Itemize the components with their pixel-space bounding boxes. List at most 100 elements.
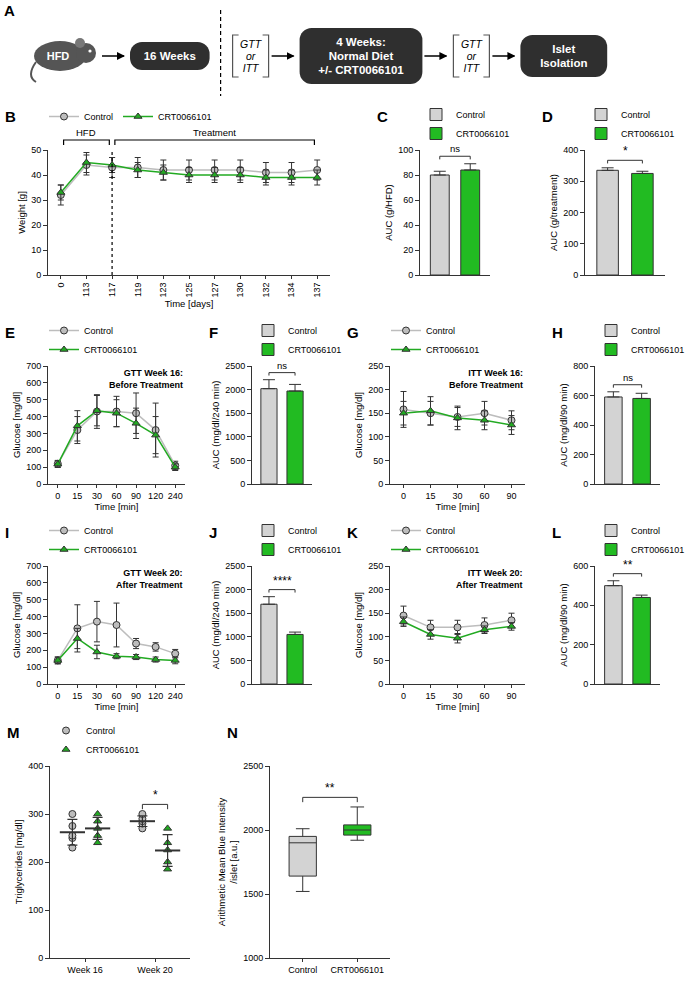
svg-text:200: 200 (368, 585, 383, 595)
svg-text:123: 123 (158, 283, 168, 298)
svg-text:2000: 2000 (225, 385, 245, 395)
svg-text:80: 80 (403, 170, 413, 180)
svg-text:Glucose [mg/dl]: Glucose [mg/dl] (11, 592, 22, 658)
svg-text:GTT Week 16:Before Treatment: GTT Week 16:Before Treatment (109, 368, 183, 390)
svg-text:500: 500 (230, 656, 245, 666)
svg-text:60: 60 (111, 491, 121, 501)
svg-text:2000: 2000 (243, 825, 263, 835)
svg-text:AUC (mg/dl/240 min): AUC (mg/dl/240 min) (210, 381, 221, 470)
svg-text:0: 0 (240, 679, 245, 689)
svg-text:Isolation: Isolation (540, 57, 587, 69)
svg-text:15: 15 (72, 691, 82, 701)
svg-text:400: 400 (573, 420, 588, 430)
svg-text:500: 500 (26, 395, 41, 405)
svg-text:300: 300 (26, 629, 41, 639)
svg-text:CRT0066101: CRT0066101 (426, 545, 479, 555)
svg-text:200: 200 (563, 208, 578, 218)
svg-text:AUC (mg/dl/90 min): AUC (mg/dl/90 min) (558, 383, 569, 466)
svg-text:HFD: HFD (47, 50, 70, 62)
svg-text:20: 20 (403, 245, 413, 255)
svg-text:100: 100 (28, 905, 43, 915)
svg-text:600: 600 (26, 578, 41, 588)
svg-text:2000: 2000 (225, 585, 245, 595)
svg-text:+/- CRT0066101: +/- CRT0066101 (318, 64, 404, 76)
svg-text:AUC (mg/dl/240 min): AUC (mg/dl/240 min) (210, 581, 221, 670)
svg-text:Arithmetic Mean Blue Intensity: Arithmetic Mean Blue Intensity/islet [a.… (216, 798, 239, 927)
svg-text:200: 200 (26, 445, 41, 455)
svg-text:0: 0 (240, 479, 245, 489)
svg-text:30: 30 (452, 491, 462, 501)
svg-text:16 Weeks: 16 Weeks (144, 50, 196, 62)
svg-text:Week 16: Week 16 (67, 965, 102, 975)
svg-text:0: 0 (55, 691, 60, 701)
svg-text:GTT: GTT (240, 38, 263, 50)
svg-text:125: 125 (184, 283, 194, 298)
svg-text:Week 20: Week 20 (137, 965, 172, 975)
svg-text:117: 117 (107, 283, 117, 297)
svg-text:N: N (227, 724, 238, 741)
svg-text:100: 100 (398, 145, 413, 155)
svg-text:1000: 1000 (225, 432, 245, 442)
svg-text:100: 100 (368, 632, 383, 642)
svg-text:0: 0 (401, 691, 406, 701)
svg-text:0: 0 (573, 270, 578, 280)
svg-text:40: 40 (31, 170, 41, 180)
svg-text:Glucose [mg/dl]: Glucose [mg/dl] (353, 392, 364, 458)
svg-text:Time [days]: Time [days] (165, 298, 214, 309)
svg-text:30: 30 (31, 195, 41, 205)
svg-text:Time [min]: Time [min] (436, 701, 480, 712)
svg-text:240: 240 (168, 491, 183, 501)
svg-text:15: 15 (425, 691, 435, 701)
svg-text:2500: 2500 (225, 361, 245, 371)
svg-text:700: 700 (26, 561, 41, 571)
svg-text:1500: 1500 (225, 408, 245, 418)
svg-text:*: * (153, 788, 158, 802)
svg-text:Control: Control (426, 326, 455, 336)
svg-text:Control: Control (288, 965, 317, 975)
svg-text:0: 0 (378, 479, 383, 489)
svg-text:CRT0066101: CRT0066101 (288, 545, 341, 555)
svg-text:60: 60 (479, 491, 489, 501)
svg-text:B: B (5, 108, 16, 125)
svg-text:90: 90 (506, 491, 516, 501)
svg-text:137: 137 (312, 283, 322, 298)
svg-text:CRT0066101: CRT0066101 (456, 129, 509, 139)
svg-text:2500: 2500 (243, 761, 263, 771)
svg-text:113: 113 (81, 283, 91, 297)
svg-text:Glucose [mg/dl]: Glucose [mg/dl] (11, 392, 22, 458)
svg-text:300: 300 (28, 809, 43, 819)
svg-text:500: 500 (26, 595, 41, 605)
svg-text:ITT Week 16:Before Treatment: ITT Week 16:Before Treatment (449, 368, 523, 390)
svg-text:Control: Control (426, 526, 455, 536)
svg-text:HFD: HFD (76, 127, 96, 138)
svg-text:Control: Control (86, 726, 115, 736)
svg-text:Control: Control (84, 112, 113, 122)
svg-text:CRT0066101: CRT0066101 (621, 129, 674, 139)
svg-text:60: 60 (111, 691, 121, 701)
svg-text:90: 90 (506, 691, 516, 701)
svg-text:200: 200 (28, 857, 43, 867)
svg-text:C: C (377, 108, 388, 125)
svg-text:Control: Control (84, 526, 113, 536)
svg-text:600: 600 (573, 561, 588, 571)
svg-text:G: G (347, 324, 359, 341)
svg-text:4 Weeks:: 4 Weeks: (336, 36, 386, 48)
svg-text:H: H (552, 324, 563, 341)
svg-text:0: 0 (36, 479, 41, 489)
svg-text:0: 0 (36, 270, 41, 280)
svg-text:100: 100 (368, 432, 383, 442)
svg-text:150: 150 (368, 408, 383, 418)
svg-text:Time [min]: Time [min] (436, 501, 480, 512)
svg-text:AUC (g/HFD): AUC (g/HFD) (383, 184, 394, 240)
svg-text:50: 50 (31, 145, 41, 155)
svg-text:GTT: GTT (461, 38, 484, 50)
svg-text:400: 400 (573, 600, 588, 610)
svg-text:Time [min]: Time [min] (95, 701, 139, 712)
svg-text:D: D (542, 108, 553, 125)
svg-text:200: 200 (368, 385, 383, 395)
svg-text:50: 50 (373, 456, 383, 466)
svg-text:AUC (g/treatment): AUC (g/treatment) (548, 174, 559, 251)
svg-text:CRT0066101: CRT0066101 (84, 545, 137, 555)
svg-text:2500: 2500 (225, 561, 245, 571)
svg-text:130: 130 (235, 283, 245, 298)
